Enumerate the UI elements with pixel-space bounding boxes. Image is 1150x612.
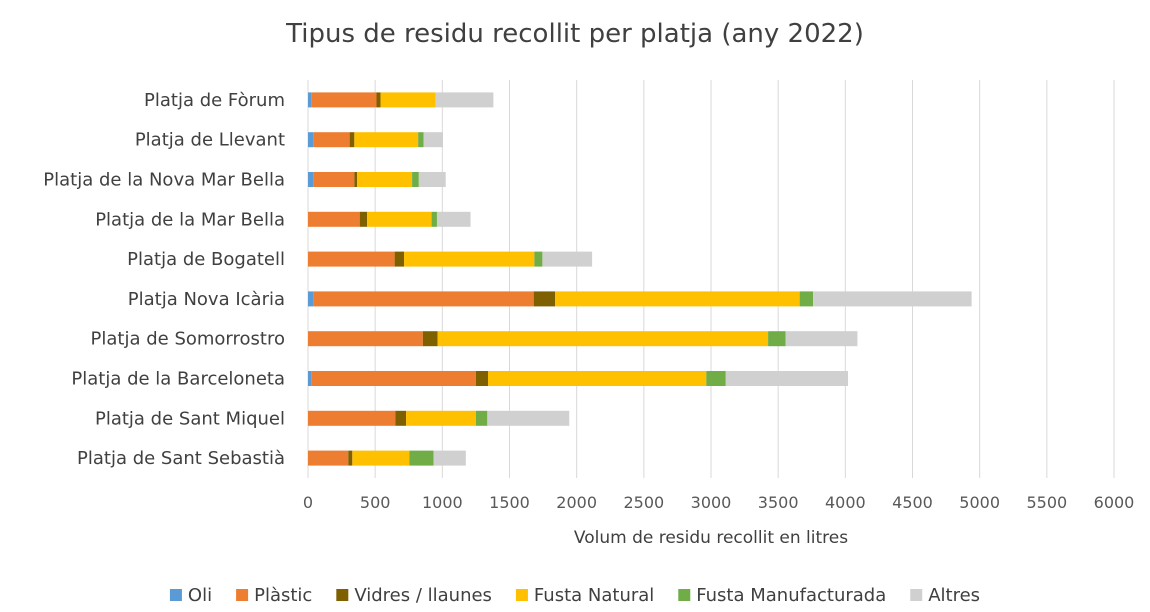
- bar-plastic: [311, 371, 476, 386]
- legend-label: Vidres / llaunes: [354, 585, 492, 606]
- bar-altres: [487, 410, 570, 426]
- bar-plastic: [308, 450, 349, 466]
- bar-vidres-llaunes: [475, 371, 489, 386]
- chart-title: Tipus de residu recollit per platja (any…: [285, 19, 864, 49]
- category-label: Platja de la Mar Bella: [95, 209, 285, 230]
- bar-altres: [542, 251, 593, 267]
- legend-swatch-vidres-llaunes: [336, 589, 349, 601]
- bar-fusta-natural: [380, 92, 436, 108]
- bar-fusta-manufacturada: [799, 291, 814, 307]
- category-label: Platja de Somorrostro: [91, 329, 285, 350]
- bar-plastic: [308, 211, 360, 227]
- x-tick-label: 2000: [556, 493, 597, 512]
- x-tick-label: 4000: [825, 493, 866, 512]
- legend-swatch-fusta-manufacturada: [678, 589, 691, 601]
- legend-label: Oli: [188, 585, 212, 606]
- bar-fusta-natural: [354, 132, 419, 148]
- bar-fusta-natural: [406, 410, 476, 426]
- bar-oli: [308, 172, 314, 187]
- bar-plastic: [313, 172, 355, 187]
- bar-fusta-natural: [488, 371, 707, 386]
- legend-label: Fusta Manufacturada: [696, 585, 886, 606]
- bar-fusta-natural: [357, 172, 413, 187]
- x-tick-label: 1000: [422, 493, 463, 512]
- bar-vidres-llaunes: [348, 450, 353, 466]
- x-tick-label: 2500: [623, 493, 664, 512]
- bar-fusta-manufacturada: [475, 410, 488, 426]
- category-label: Platja de Llevant: [135, 130, 285, 151]
- x-tick-label: 3000: [691, 493, 732, 512]
- x-axis-label: Volum de residu recollit en litres: [574, 528, 848, 548]
- bar-altres: [423, 132, 444, 148]
- bar-plastic: [308, 251, 395, 267]
- bars: [308, 92, 972, 466]
- x-tick-label: 5000: [959, 493, 1000, 512]
- category-label: Platja de Fòrum: [144, 90, 285, 111]
- bar-altres: [725, 371, 849, 386]
- bar-fusta-manufacturada: [412, 172, 419, 187]
- bar-fusta-manufacturada: [418, 132, 424, 148]
- bar-fusta-natural: [404, 251, 535, 267]
- x-tick-label: 1500: [489, 493, 530, 512]
- bar-oli: [308, 132, 314, 148]
- category-labels: Platja de Fòrum Platja de Llevant Platja d…: [43, 90, 285, 469]
- bar-vidres-llaunes: [349, 132, 355, 148]
- x-tick-label: 6000: [1094, 493, 1135, 512]
- legend-swatch-altres: [910, 589, 923, 601]
- bar-fusta-manufacturada: [431, 211, 437, 227]
- bar-fusta-natural: [367, 211, 432, 227]
- bar-plastic: [313, 291, 534, 307]
- x-tick-label: 0: [303, 493, 313, 512]
- category-label: Platja de la Nova Mar Bella: [43, 170, 285, 191]
- bar-vidres-llaunes: [359, 211, 368, 227]
- bar-vidres-llaunes: [394, 251, 405, 267]
- bar-fusta-manufacturada: [706, 371, 726, 386]
- bar-plastic: [311, 92, 377, 108]
- legend-swatch-oli: [169, 589, 182, 601]
- bar-vidres-llaunes: [422, 331, 438, 347]
- category-label: Platja de la Barceloneta: [71, 369, 285, 390]
- legend: Oli Plàstic Vidres / llaunes Fusta Natural F…: [169, 585, 980, 606]
- bar-altres: [418, 172, 446, 187]
- bar-plastic: [308, 410, 396, 426]
- bar-oli: [308, 371, 312, 386]
- bar-fusta-natural: [352, 450, 410, 466]
- bar-altres: [433, 450, 466, 466]
- bar-vidres-llaunes: [395, 410, 407, 426]
- bar-plastic: [308, 331, 423, 347]
- bar-fusta-manufacturada: [534, 251, 543, 267]
- x-tick-label: 500: [360, 493, 391, 512]
- category-label: Platja de Sant Miquel: [95, 408, 285, 429]
- bar-vidres-llaunes: [533, 291, 556, 307]
- bar-vidres-llaunes: [354, 172, 358, 187]
- category-label: Platja de Sant Sebastià: [77, 448, 285, 469]
- bar-fusta-manufacturada: [768, 331, 786, 347]
- bar-oli: [308, 291, 314, 307]
- legend-label: Altres: [928, 585, 980, 606]
- bar-altres: [813, 291, 972, 307]
- category-label: Platja Nova Icària: [128, 289, 285, 310]
- bar-altres: [435, 92, 494, 108]
- bar-vidres-llaunes: [376, 92, 381, 108]
- bar-fusta-natural: [555, 291, 800, 307]
- x-tick-label: 3500: [758, 493, 799, 512]
- x-tick-label: 5500: [1026, 493, 1067, 512]
- legend-label: Fusta Natural: [534, 585, 654, 606]
- x-tick-label: 4500: [892, 493, 933, 512]
- bar-fusta-natural: [437, 331, 769, 347]
- legend-swatch-fusta-natural: [515, 589, 528, 601]
- bar-altres: [436, 211, 471, 227]
- x-tick-labels: 0 500 1000 1500 2000 2500 3000 3500 4000 4500 5000…: [303, 493, 1134, 512]
- bar-fusta-manufacturada: [409, 450, 434, 466]
- bar-altres: [785, 331, 858, 347]
- category-label: Platja de Bogatell: [127, 249, 285, 270]
- bar-oli: [308, 92, 312, 108]
- legend-swatch-plastic: [236, 589, 249, 601]
- legend-label: Plàstic: [254, 585, 312, 606]
- bar-plastic: [313, 132, 350, 148]
